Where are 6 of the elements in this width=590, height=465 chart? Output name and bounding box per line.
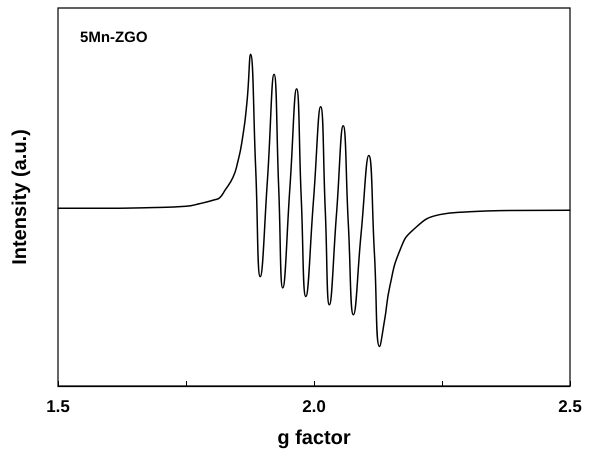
x-axis-title: g factor bbox=[277, 427, 351, 449]
x-tick-label: 2.5 bbox=[558, 397, 582, 416]
x-tick-label: 2.0 bbox=[302, 397, 326, 416]
y-axis-title: Intensity (a.u.) bbox=[9, 129, 31, 265]
x-tick-label: 1.5 bbox=[46, 397, 70, 416]
text: 5Mn-ZGO bbox=[80, 29, 148, 46]
